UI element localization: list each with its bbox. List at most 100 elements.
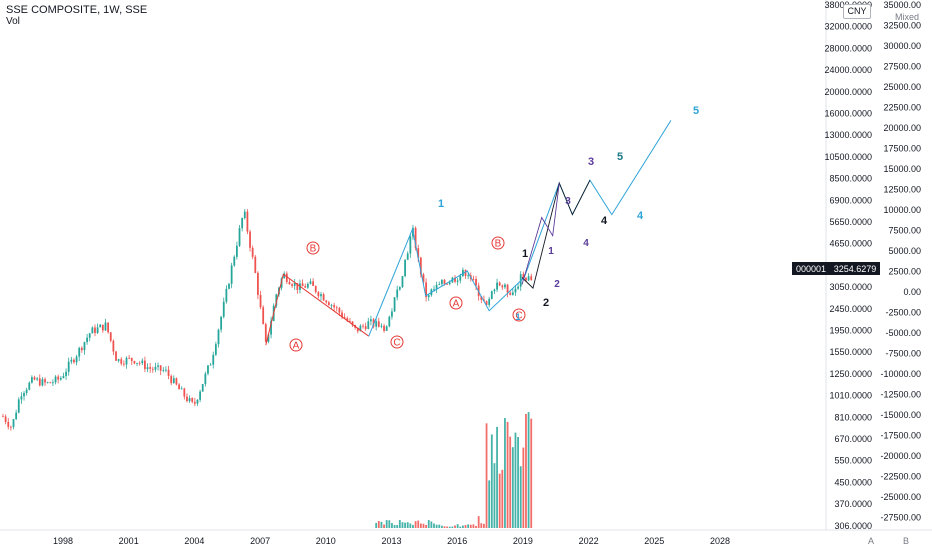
candle-body (115, 351, 117, 361)
price-axis-left-label: 20000.0000 (824, 87, 872, 97)
price-axis-left-label: 1950.0000 (829, 326, 872, 336)
wave-label[interactable]: 4 (637, 210, 644, 222)
candle-body (73, 359, 75, 363)
candle-body (396, 289, 399, 298)
wave-label[interactable]: B (310, 244, 317, 255)
wave-label[interactable]: 2 (543, 297, 549, 309)
candle-body (296, 283, 299, 290)
price-axis-right-label: 25000.00 (883, 82, 921, 92)
candle-body (125, 357, 128, 365)
price-axis-right-label: -2500.00 (885, 308, 921, 318)
wave-label[interactable]: 4 (601, 215, 608, 227)
wave-label-circle[interactable] (289, 338, 303, 352)
wave-label-circle[interactable] (390, 335, 404, 349)
price-axis-right-label: -27500.00 (880, 513, 921, 523)
wave-label-circle[interactable] (449, 296, 463, 310)
price-axis-left-label: 28000.0000 (824, 43, 872, 53)
candle-body (472, 278, 475, 280)
volume-bar (425, 524, 428, 528)
wave-label[interactable]: 1 (515, 312, 520, 322)
wave-label[interactable]: 1 (438, 198, 444, 210)
candle-body (425, 282, 428, 298)
candle-body (356, 327, 359, 332)
candle-body (527, 276, 530, 281)
candle-body (99, 324, 102, 328)
candle-body (427, 295, 430, 298)
volume-bar (480, 523, 483, 528)
wave-label[interactable]: B (495, 239, 502, 250)
candle-body (409, 236, 412, 254)
price-axis-right[interactable]: 35000.00 32500.00 30000.00 27500.00 25000.00… (880, 0, 921, 523)
price-axis-right-label: 7500.00 (888, 226, 921, 236)
volume-bar (493, 463, 496, 528)
volume-bar (527, 412, 530, 528)
auto-scale-button[interactable]: A (867, 536, 874, 546)
candle-body (235, 245, 238, 257)
candle-body (91, 327, 94, 334)
candle-body (480, 296, 483, 300)
wave-label[interactable]: 1 (522, 248, 528, 260)
candle-body (94, 327, 96, 333)
candle-body (201, 384, 204, 392)
wave-label[interactable]: 3 (588, 156, 594, 168)
wave-label[interactable]: 5 (693, 105, 699, 117)
candle-body (530, 276, 533, 280)
volume-indicator-label[interactable]: Vol (6, 16, 20, 27)
wave-label[interactable]: C (515, 311, 522, 322)
candle-body (2, 416, 4, 418)
price-axis-left-label: 370.0000 (834, 499, 872, 509)
wave-label[interactable]: 2 (554, 279, 560, 290)
volume-bar (430, 521, 433, 528)
candle-body (17, 399, 20, 413)
volume-bar (467, 524, 470, 528)
price-axis-left-label: 10500.0000 (824, 152, 872, 162)
wave-purple-line[interactable] (521, 182, 560, 285)
volume-bar (448, 526, 451, 528)
price-tag-symbol-bg (792, 262, 830, 275)
wave-label[interactable]: 1 (548, 246, 554, 257)
volume-bar (475, 525, 477, 528)
candle-body (335, 307, 338, 309)
wave-label[interactable]: C (393, 338, 400, 349)
wave-label-circle[interactable] (512, 308, 526, 322)
candle-body (293, 283, 296, 286)
wave-label[interactable]: 4 (583, 238, 589, 249)
wave-label[interactable]: 5 (617, 151, 623, 163)
candle-body (440, 279, 443, 285)
volume-bar (496, 426, 498, 528)
price-axis-right-label: 17500.00 (883, 144, 921, 154)
candle-body (183, 388, 186, 397)
wave-abc-line[interactable] (265, 273, 370, 346)
volume-bar (419, 523, 422, 528)
candle-body (364, 326, 367, 329)
candle-body (501, 285, 504, 288)
price-axis-right-label: 22500.00 (883, 103, 921, 113)
candle-body (435, 284, 438, 290)
candle-body (220, 316, 223, 330)
currency-button[interactable]: CNY (843, 4, 871, 19)
wave-label-circle[interactable] (306, 241, 320, 255)
time-axis-label: 1998 (53, 536, 73, 546)
time-axis-label: 2016 (447, 536, 467, 546)
candle-body (309, 281, 312, 284)
elliott-wave-drawings[interactable] (265, 120, 672, 346)
log-scale-button[interactable]: B (902, 536, 909, 546)
candle-body (80, 347, 83, 351)
volume-bar (517, 437, 519, 528)
wave-label[interactable]: A (453, 299, 460, 310)
price-axis-right-label: 20000.00 (883, 123, 921, 133)
candle-body (383, 325, 385, 331)
wave-label[interactable]: A (293, 341, 300, 352)
scale-mode-label[interactable]: Mixed (895, 12, 920, 22)
volume-bar (498, 473, 501, 528)
time-axis[interactable]: 1998 2001 2004 2007 2010 2013 2016 2019 2022 2025… (53, 536, 730, 546)
volume-bar (412, 524, 414, 528)
volume-bar (377, 521, 380, 528)
wave-label[interactable]: 3 (565, 196, 571, 207)
price-axis-right-label: -10000.00 (880, 369, 921, 379)
symbol-title[interactable]: SSE COMPOSITE, 1W, SSE (6, 4, 148, 16)
wave-label-circle[interactable] (491, 236, 505, 250)
candle-body (401, 276, 404, 288)
